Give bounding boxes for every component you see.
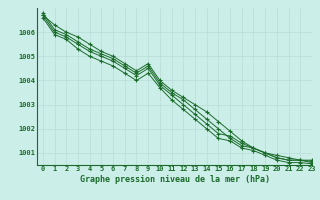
X-axis label: Graphe pression niveau de la mer (hPa): Graphe pression niveau de la mer (hPa)	[79, 175, 269, 184]
